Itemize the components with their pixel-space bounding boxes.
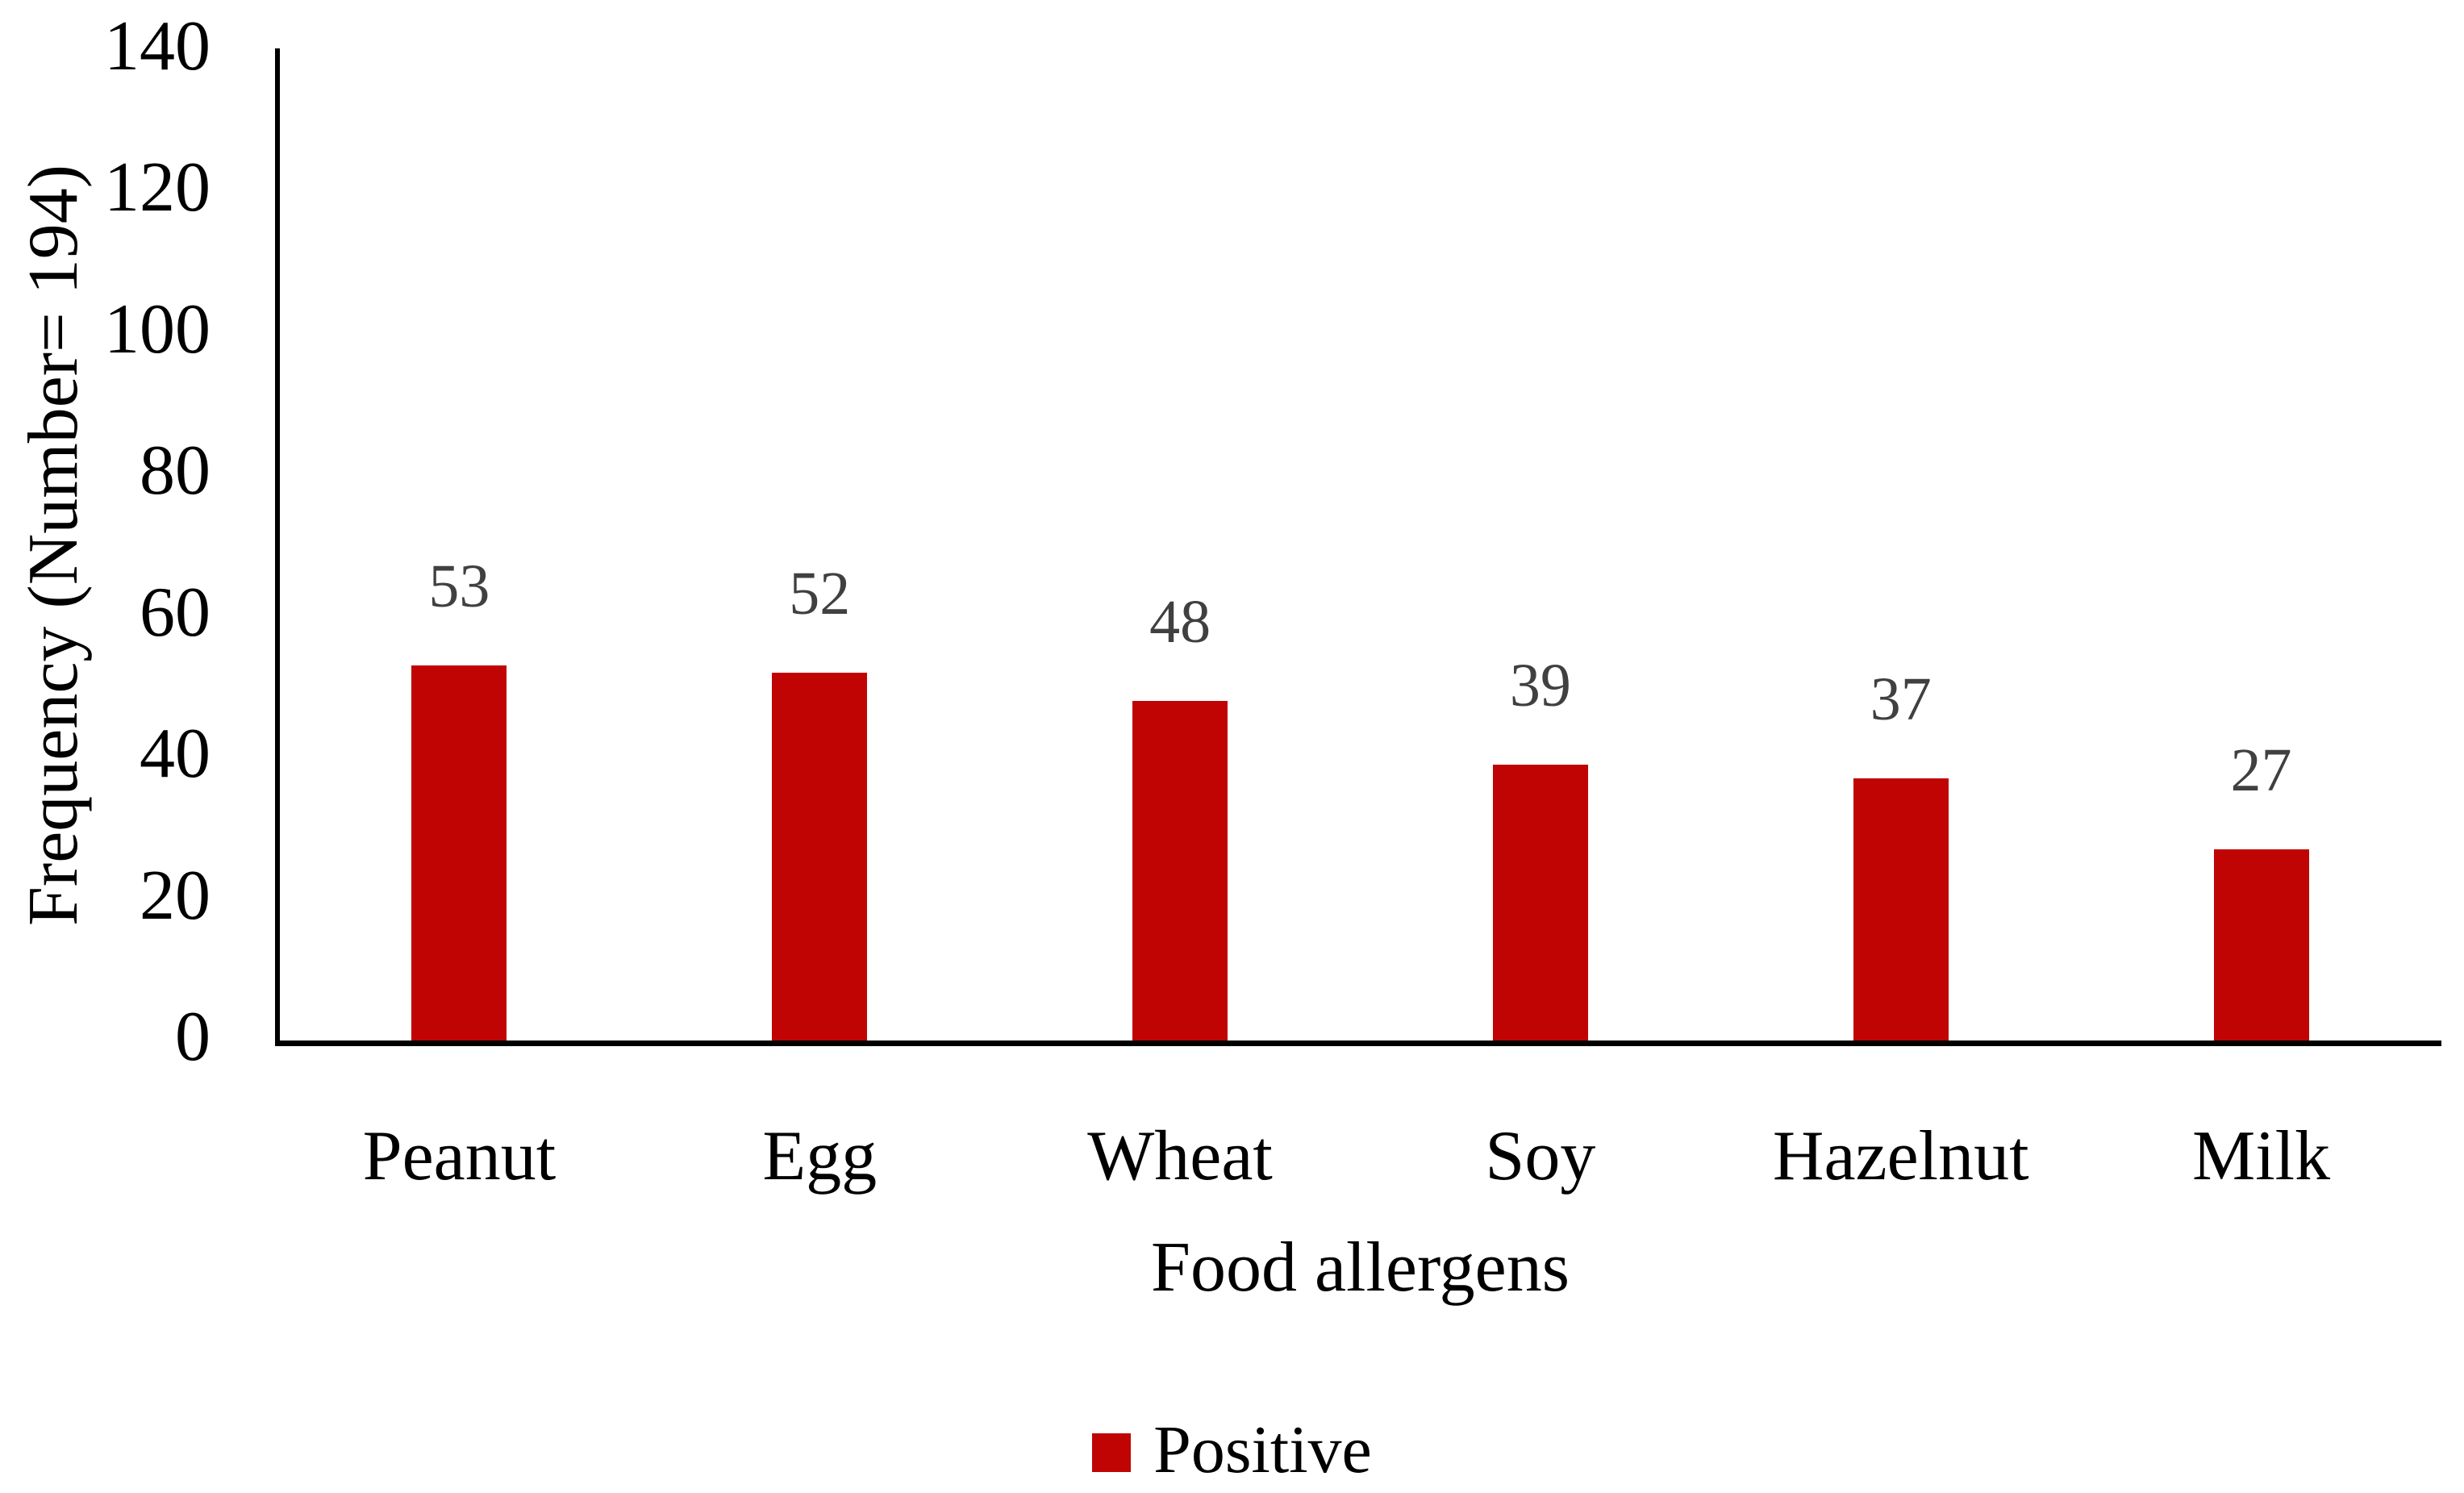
legend-label-positive: Positive: [1153, 1412, 1372, 1487]
category-hazelnut: 37: [1720, 50, 2081, 1041]
bar-milk: [2213, 849, 2309, 1041]
x-axis-title: Food allergens: [1151, 1228, 1570, 1307]
y-tick-label: 100: [104, 290, 211, 369]
x-tick-label-hazelnut: Hazelnut: [1772, 1117, 2029, 1195]
category-peanut: 53: [279, 50, 640, 1041]
y-tick-label: 60: [140, 573, 211, 652]
bar-value-label: 39: [1509, 651, 1571, 719]
y-tick-label: 140: [104, 7, 211, 85]
y-tick-label: 40: [140, 715, 211, 794]
bar-value-label: 37: [1870, 665, 1932, 734]
legend-swatch-positive: [1092, 1433, 1132, 1472]
bar-wheat: [1132, 700, 1228, 1041]
x-tick-label-wheat: Wheat: [1087, 1117, 1273, 1195]
y-tick-label: 120: [104, 148, 211, 227]
y-tick-label: 80: [140, 432, 211, 511]
x-tick-label-soy: Soy: [1485, 1117, 1596, 1195]
category-soy: 39: [1360, 50, 1720, 1041]
category-milk: 27: [2081, 50, 2441, 1041]
x-tick-label-egg: Egg: [762, 1117, 878, 1195]
legend: Positive: [0, 1416, 2464, 1484]
category-egg: 52: [640, 50, 1000, 1041]
y-tick-label: 0: [175, 998, 211, 1076]
y-axis-line: [275, 48, 280, 1046]
x-tick-label-peanut: Peanut: [362, 1117, 557, 1195]
bar-value-label: 27: [2230, 736, 2292, 805]
bar-soy: [1492, 764, 1588, 1041]
x-axis-line: [275, 1041, 2441, 1046]
bar-egg: [772, 672, 868, 1041]
bar-peanut: [411, 665, 507, 1041]
bar-hazelnut: [1853, 778, 1949, 1041]
bar-value-label: 48: [1149, 587, 1211, 656]
x-tick-label-milk: Milk: [2191, 1117, 2331, 1195]
x-axis-tick-labels: Peanut Egg Wheat Soy Hazelnut Milk: [279, 1121, 2441, 1192]
y-tick-label: 20: [140, 856, 211, 935]
bar-value-label: 52: [789, 559, 851, 628]
bars-container: 53 52 48 39 37 27: [279, 50, 2441, 1041]
bar-value-label: 53: [428, 553, 490, 621]
y-axis-title: Frequency (Number= 194): [15, 164, 93, 927]
category-wheat: 48: [1000, 50, 1361, 1041]
plot-area: 53 52 48 39 37 27: [275, 48, 2441, 1046]
